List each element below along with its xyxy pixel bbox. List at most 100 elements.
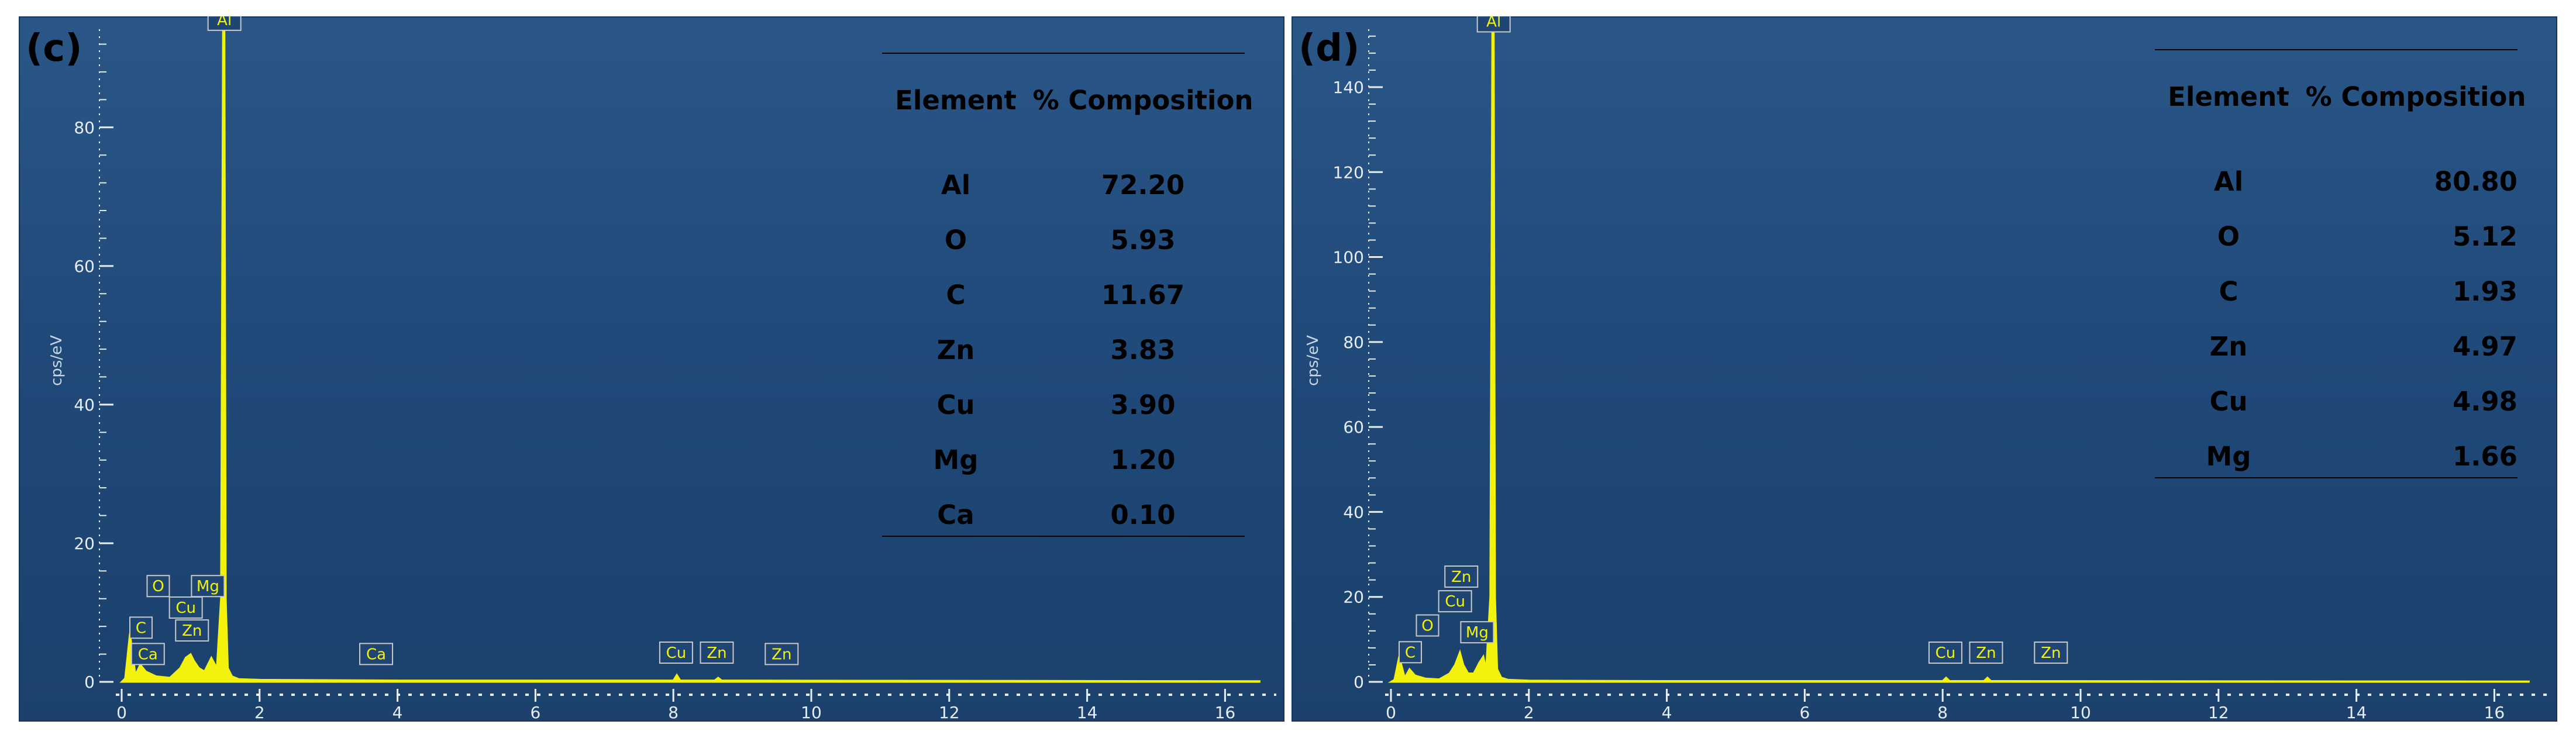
- peak-label-box: [168, 596, 203, 619]
- spectrum-series: [119, 22, 1261, 683]
- spectrum-series: [1387, 22, 2530, 683]
- peak-label-text: Mg: [197, 578, 219, 595]
- peak-label-box: [359, 643, 394, 665]
- peak-label: Al: [207, 16, 242, 31]
- x-tick-label: 16: [2484, 703, 2505, 722]
- y-tick-label: 140: [1333, 78, 1364, 97]
- peak-label-text: Ca: [138, 646, 158, 663]
- peak-label-text: Ca: [366, 646, 386, 663]
- table-rule: [2155, 49, 2518, 50]
- table-rule: [2155, 477, 2518, 478]
- peak-label: Cu: [659, 641, 693, 664]
- y-tick-label: 80: [1343, 333, 1364, 352]
- x-tick-label: 8: [668, 703, 679, 722]
- peak-label: O: [146, 575, 170, 598]
- edx-spectrum-panel-c: (c) cps/eV 0 2 4 6 8 10 12 14 16 0 20 40 60 80 Al O Mg Cu…: [19, 16, 1284, 722]
- x-tick-label: 12: [939, 703, 960, 722]
- x-tick-label: 2: [1524, 703, 1534, 722]
- x-tick-label: 14: [2346, 703, 2367, 722]
- x-tick-label: 2: [254, 703, 265, 722]
- table-cell-element: Mg: [933, 444, 979, 475]
- table-cell-element: O: [944, 225, 967, 256]
- edx-spectrum-panel-d: (d) cps/eV 0 2 4 6 8 10 12 14 16 0 20 40 60 80 100 120 1…: [1292, 16, 2557, 722]
- peak-label: Mg: [191, 575, 225, 598]
- panel-label: (d): [1299, 27, 1360, 70]
- peak-label-box: [175, 619, 209, 642]
- y-tick-label: 60: [1343, 418, 1364, 437]
- peak-label: Al: [1476, 16, 1511, 33]
- y-tick-label: 60: [74, 257, 95, 276]
- peak-label-text: O: [152, 578, 164, 595]
- x-tick-label: 0: [1386, 703, 1396, 722]
- table-cell-element: Al: [2213, 166, 2244, 197]
- table-cell-value: 72.20: [1101, 170, 1185, 201]
- y-tick-label: 120: [1333, 163, 1364, 182]
- peak-label: Zn: [764, 643, 799, 665]
- peak-label: Cu: [1928, 642, 1962, 664]
- y-tick-label: 20: [74, 534, 95, 553]
- peak-label-box: [130, 643, 165, 665]
- peak-label-box: [764, 643, 799, 665]
- peak-label-box: [700, 641, 734, 664]
- table-cell-element: O: [2217, 221, 2240, 252]
- table-cell-value: 4.97: [2452, 331, 2518, 362]
- panel-label: (c): [26, 27, 82, 70]
- table-header-element: Element: [2168, 81, 2289, 112]
- table-cell-value: 5.93: [1110, 225, 1176, 256]
- table-cell-element: C: [946, 280, 966, 311]
- table-cell-element: Mg: [2206, 441, 2251, 472]
- peak-label: Cu: [168, 596, 203, 619]
- peak-label: Ca: [130, 643, 165, 665]
- table-cell-element: Zn: [2209, 331, 2248, 362]
- spectrum-plot: 0 2 4 6 8 10 12 14 16 0 20 40 60 80 100 120 140 Al Zn Cu O Mg…: [1333, 16, 2549, 722]
- y-tick-label: 20: [1343, 588, 1364, 607]
- table-cell-value: 1.66: [2452, 441, 2518, 472]
- peak-label-box: [659, 641, 693, 664]
- y-tick-label: 40: [1343, 502, 1364, 522]
- peak-label-text: Cu: [666, 644, 687, 662]
- peak-label-text: Zn: [1451, 568, 1471, 586]
- y-tick-label: 80: [74, 118, 95, 137]
- x-tick-label: 8: [1937, 703, 1948, 722]
- table-cell-element: Zn: [936, 334, 975, 365]
- peak-label: Ca: [359, 643, 394, 665]
- x-tick-label: 4: [1662, 703, 1672, 722]
- x-tick-label: 16: [1215, 703, 1236, 722]
- peak-label-box: [1928, 642, 1962, 664]
- peak-label-text: Zn: [707, 644, 726, 662]
- table-rule: [882, 536, 1245, 537]
- x-tick-label: 12: [2208, 703, 2229, 722]
- x-tick-label: 0: [116, 703, 127, 722]
- table-cell-value: 4.98: [2452, 386, 2518, 417]
- x-tick-label: 6: [1799, 703, 1810, 722]
- peak-label-text: Mg: [1466, 624, 1489, 642]
- peak-label-box: [1444, 565, 1479, 588]
- x-tick-label: 6: [530, 703, 540, 722]
- y-tick-label: 0: [84, 673, 95, 692]
- peak-label: Cu: [1438, 590, 1472, 613]
- table-cell-element: C: [2219, 276, 2238, 307]
- table-header-composition: % Composition: [2305, 81, 2526, 112]
- table-cell-element: Cu: [936, 389, 975, 420]
- peak-label-text: Zn: [1976, 644, 1996, 662]
- peak-label: C: [1399, 641, 1423, 664]
- peak-label-text: Cu: [175, 599, 196, 617]
- x-tick-label: 10: [801, 703, 822, 722]
- peak-label-box: [207, 16, 242, 31]
- table-rule: [882, 53, 1245, 54]
- peak-label: O: [1416, 614, 1439, 637]
- table-cell-element: Cu: [2209, 386, 2248, 417]
- table-cell-value: 3.83: [1110, 334, 1176, 365]
- table-cell-value: 3.90: [1110, 389, 1176, 420]
- peak-label-box: [1969, 642, 2003, 664]
- peak-label-text: Cu: [1445, 593, 1465, 611]
- peak-label-box: [1438, 590, 1472, 613]
- peak-label-text: Al: [217, 16, 232, 29]
- peak-label-text: C: [136, 619, 146, 637]
- peak-label: Zn: [1969, 642, 2003, 664]
- peak-label: Zn: [175, 619, 209, 642]
- peak-label-text: Zn: [2041, 644, 2061, 662]
- table-cell-element: Ca: [937, 499, 974, 530]
- composition-table: Element % Composition Al 72.20 O 5.93 C 11.67 Zn…: [882, 53, 1253, 557]
